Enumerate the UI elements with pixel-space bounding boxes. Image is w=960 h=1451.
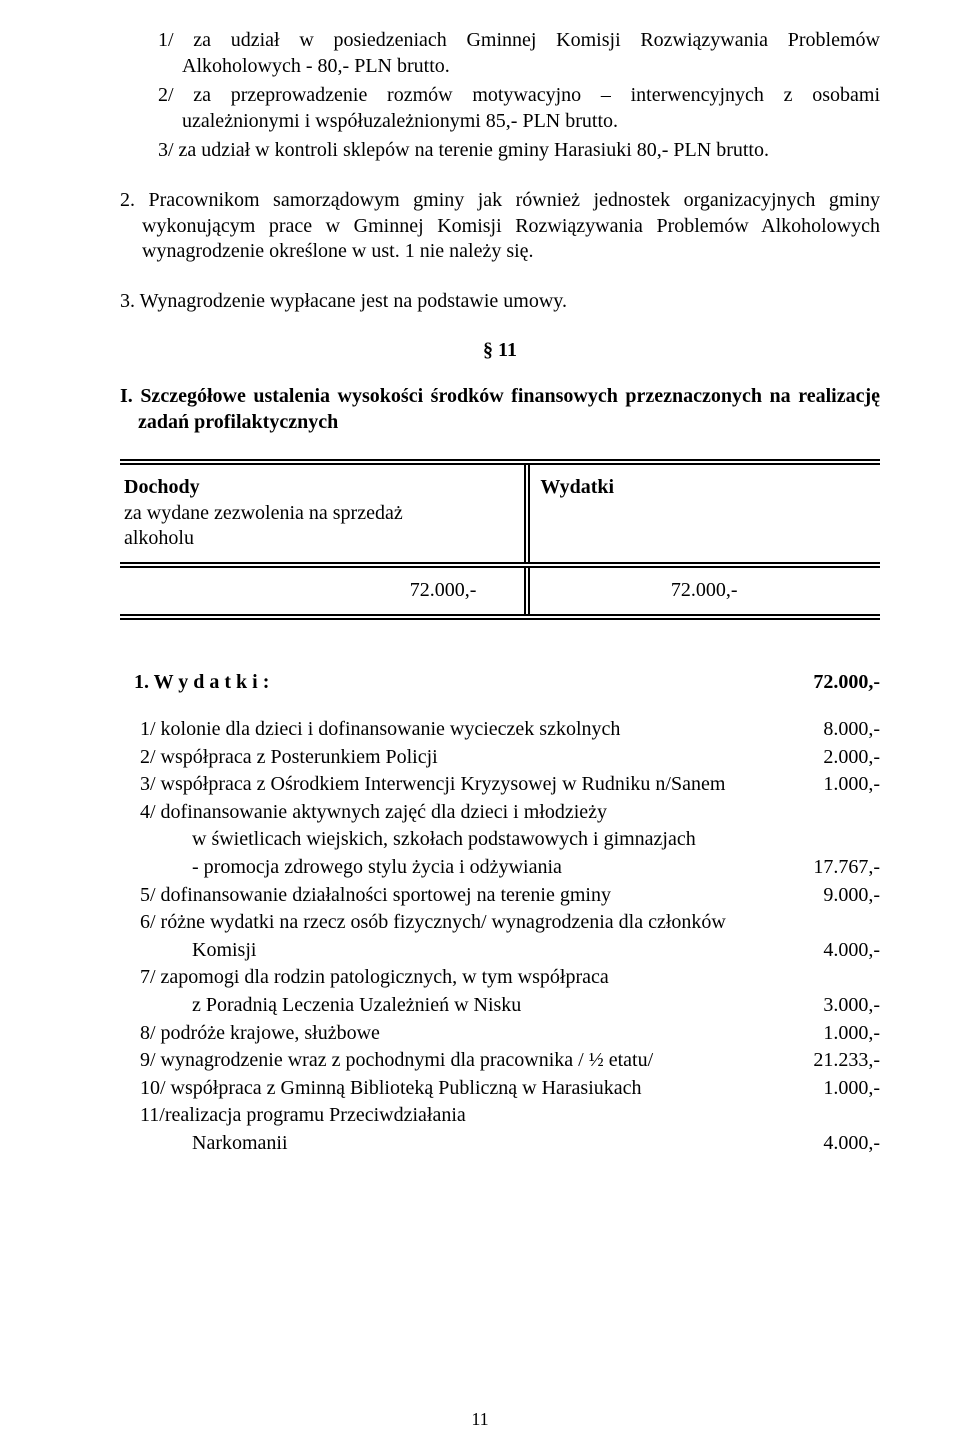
headline: I. Szczegółowe ustalenia wysokości środk… <box>120 384 880 435</box>
item-amount: 3.000,- <box>802 993 880 1019</box>
item-label: Narkomanii <box>192 1131 802 1157</box>
table-row: 72.000,- 72.000,- <box>120 568 880 614</box>
item-amount <box>802 1103 880 1129</box>
item-amount: 2.000,- <box>802 745 880 771</box>
item-amount <box>802 827 880 853</box>
item-amount: 4.000,- <box>802 1131 880 1157</box>
list-subitem: w świetlicach wiejskich, szkołach podsta… <box>140 827 880 853</box>
item-amount: 4.000,- <box>802 938 880 964</box>
item-label: 1/ kolonie dla dzieci i dofinansowanie w… <box>140 717 802 743</box>
item-label: 6/ różne wydatki na rzecz osób fizycznyc… <box>140 910 802 936</box>
item-amount: 17.767,- <box>802 855 880 881</box>
expenditures-total: 72.000,- <box>813 670 880 696</box>
table-cell-value: 72.000,- <box>120 568 530 614</box>
cell-text: alkoholu <box>124 527 194 549</box>
list-item: 6/ różne wydatki na rzecz osób fizycznyc… <box>140 910 880 936</box>
item-amount: 21.233,- <box>802 1048 880 1074</box>
table-cell-wydatki: Wydatki <box>530 465 880 562</box>
list-item: 10/ współpraca z Gminną Biblioteką Publi… <box>140 1076 880 1102</box>
table-cell-dochody: Dochody za wydane zezwolenia na sprzedaż… <box>120 465 530 562</box>
list-item: 9/ wynagrodzenie wraz z pochodnymi dla p… <box>140 1048 880 1074</box>
item-amount: 1.000,- <box>802 1021 880 1047</box>
expenditures-title: 1. W y d a t k i : <box>134 670 269 696</box>
list-item: 5/ dofinansowanie działalności sportowej… <box>140 883 880 909</box>
expenditures-header: 1. W y d a t k i : 72.000,- <box>120 670 880 696</box>
item-label: 3/ współpraca z Ośrodkiem Interwencji Kr… <box>140 772 802 798</box>
item-label: w świetlicach wiejskich, szkołach podsta… <box>192 827 802 853</box>
item-label: 7/ zapomogi dla rodzin patologicznych, w… <box>140 965 802 991</box>
item-label: 8/ podróże krajowe, służbowe <box>140 1021 802 1047</box>
document-page: 1/ za udział w posiedzeniach Gminnej Kom… <box>0 0 960 1451</box>
list-item: 11/realizacja programu Przeciwdziałania <box>140 1103 880 1129</box>
list-subitem: Komisji 4.000,- <box>140 938 880 964</box>
item-label: Komisji <box>192 938 802 964</box>
section-number: § 11 <box>120 338 880 364</box>
cell-heading: Wydatki <box>540 476 614 498</box>
item-label: 11/realizacja programu Przeciwdziałania <box>140 1103 802 1129</box>
item-amount <box>802 800 880 826</box>
list-item: 2/ za przeprowadzenie rozmów motywacyjno… <box>120 83 880 134</box>
list-item: 1/ kolonie dla dzieci i dofinansowanie w… <box>140 717 880 743</box>
item-amount <box>802 910 880 936</box>
expenditures-list: 1/ kolonie dla dzieci i dofinansowanie w… <box>120 717 880 1157</box>
cell-heading: Dochody <box>124 476 200 498</box>
list-item: 8/ podróże krajowe, służbowe 1.000,- <box>140 1021 880 1047</box>
item-amount: 9.000,- <box>802 883 880 909</box>
item-amount: 1.000,- <box>802 772 880 798</box>
budget-table: Dochody za wydane zezwolenia na sprzedaż… <box>120 459 880 619</box>
table-row: Dochody za wydane zezwolenia na sprzedaż… <box>120 465 880 568</box>
paragraph: 3. Wynagrodzenie wypłacane jest na podst… <box>120 289 880 315</box>
list-item: 3/ za udział w kontroli sklepów na teren… <box>120 138 880 164</box>
list-item: 3/ współpraca z Ośrodkiem Interwencji Kr… <box>140 772 880 798</box>
list-item: 2/ współpraca z Posterunkiem Policji 2.0… <box>140 745 880 771</box>
table-cell-value: 72.000,- <box>530 568 880 614</box>
item-amount <box>802 965 880 991</box>
page-number: 11 <box>0 1408 960 1431</box>
item-label: 5/ dofinansowanie działalności sportowej… <box>140 883 802 909</box>
list-subitem: - promocja zdrowego stylu życia i odżywi… <box>140 855 880 881</box>
cell-text: za wydane zezwolenia na sprzedaż <box>124 502 403 524</box>
item-label: 10/ współpraca z Gminną Biblioteką Publi… <box>140 1076 802 1102</box>
item-amount: 1.000,- <box>802 1076 880 1102</box>
list-item: 7/ zapomogi dla rodzin patologicznych, w… <box>140 965 880 991</box>
list-item: 4/ dofinansowanie aktywnych zajęć dla dz… <box>140 800 880 826</box>
paragraph: 2. Pracownikom samorządowym gminy jak ró… <box>120 188 880 265</box>
list-subitem: Narkomanii 4.000,- <box>140 1131 880 1157</box>
list-subitem: z Poradnią Leczenia Uzależnień w Nisku 3… <box>140 993 880 1019</box>
list-item: 1/ za udział w posiedzeniach Gminnej Kom… <box>120 28 880 79</box>
item-label: 9/ wynagrodzenie wraz z pochodnymi dla p… <box>140 1048 802 1074</box>
item-label: 2/ współpraca z Posterunkiem Policji <box>140 745 802 771</box>
item-label: - promocja zdrowego stylu życia i odżywi… <box>192 855 802 881</box>
item-amount: 8.000,- <box>802 717 880 743</box>
item-label: z Poradnią Leczenia Uzależnień w Nisku <box>192 993 802 1019</box>
item-label: 4/ dofinansowanie aktywnych zajęć dla dz… <box>140 800 802 826</box>
